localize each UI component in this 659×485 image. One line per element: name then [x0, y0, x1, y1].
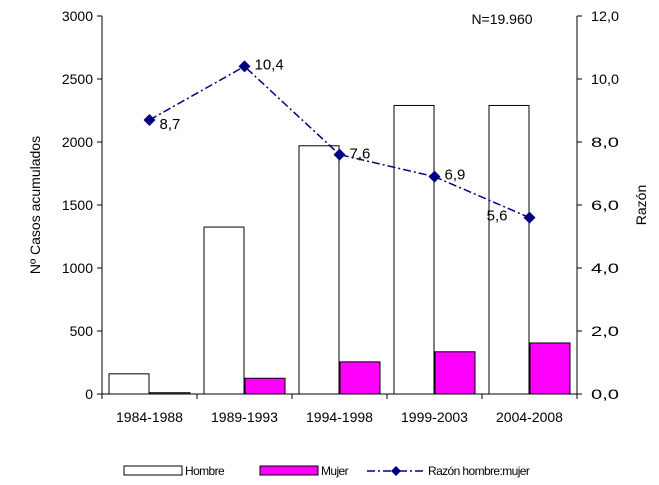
legend-label-mujer: Mujer: [321, 464, 349, 478]
y-tick-label: 1000: [62, 260, 93, 276]
ratio-data-label: 10,4: [255, 56, 284, 73]
bar-hombre-1984-1988: [108, 373, 150, 395]
legend-swatch-hombre: [123, 465, 183, 476]
legend-label-ratio: Razón hombre:mujer: [428, 464, 530, 478]
annotation-n-total: N=19.960: [471, 11, 532, 27]
bar-hombre-1999-2003: [393, 104, 435, 395]
x-tick-label: 1994-1998: [306, 409, 373, 425]
y2-tick-label: 0,0: [591, 386, 619, 402]
y-axis-title: Nº Casos acumulados: [27, 136, 43, 274]
y2-tick-label: 2,0: [591, 323, 619, 339]
ratio-marker: [523, 211, 536, 224]
x-tick-label: 1989-1993: [211, 409, 278, 425]
bar-mujer-1989-1993: [244, 377, 286, 395]
bar-mujer-1994-1998: [339, 361, 381, 395]
y-tick-label: 0: [85, 386, 93, 402]
ratio-data-label: 5,6: [487, 208, 508, 225]
legend-swatch-mujer: [259, 465, 319, 476]
y-tick-label: 2000: [62, 134, 93, 150]
ratio-line: [149, 65, 530, 219]
ratio-data-label: 7,6: [350, 146, 371, 163]
bar-mujer-1999-2003: [434, 351, 476, 395]
y-tick-label: 2500: [62, 71, 93, 87]
ratio-marker: [143, 113, 156, 126]
y2-axis-title: Razón: [633, 185, 649, 225]
y-tick-label: 500: [70, 323, 94, 339]
bar-hombre-1994-1998: [298, 145, 340, 395]
ratio-marker: [428, 170, 441, 183]
y2-tick-label: 4,0: [591, 260, 619, 276]
y2-tick-label: 8,0: [591, 134, 619, 150]
bar-hombre-2004-2008: [488, 104, 530, 395]
x-tick-label: 1984-1988: [116, 409, 183, 425]
legend-swatch-ratio-marker: [391, 466, 401, 476]
y-tick-label: 1500: [62, 197, 93, 213]
bar-mujer-2004-2008: [529, 342, 571, 395]
bar-hombre-1989-1993: [203, 226, 245, 395]
ratio-marker: [333, 148, 346, 161]
x-tick-label: 1999-2003: [401, 409, 468, 425]
legend-label-hombre: Hombre: [185, 464, 225, 478]
y2-tick-label: 6,0: [591, 197, 619, 213]
y2-tick-label: 12,0: [591, 8, 619, 24]
y-tick-label: 3000: [62, 8, 93, 24]
ratio-marker: [238, 60, 251, 73]
ratio-data-label: 8,7: [160, 116, 181, 133]
x-tick-label: 2004-2008: [496, 409, 563, 425]
ratio-data-label: 6,9: [445, 167, 466, 184]
y2-tick-label: 10,0: [591, 71, 619, 87]
